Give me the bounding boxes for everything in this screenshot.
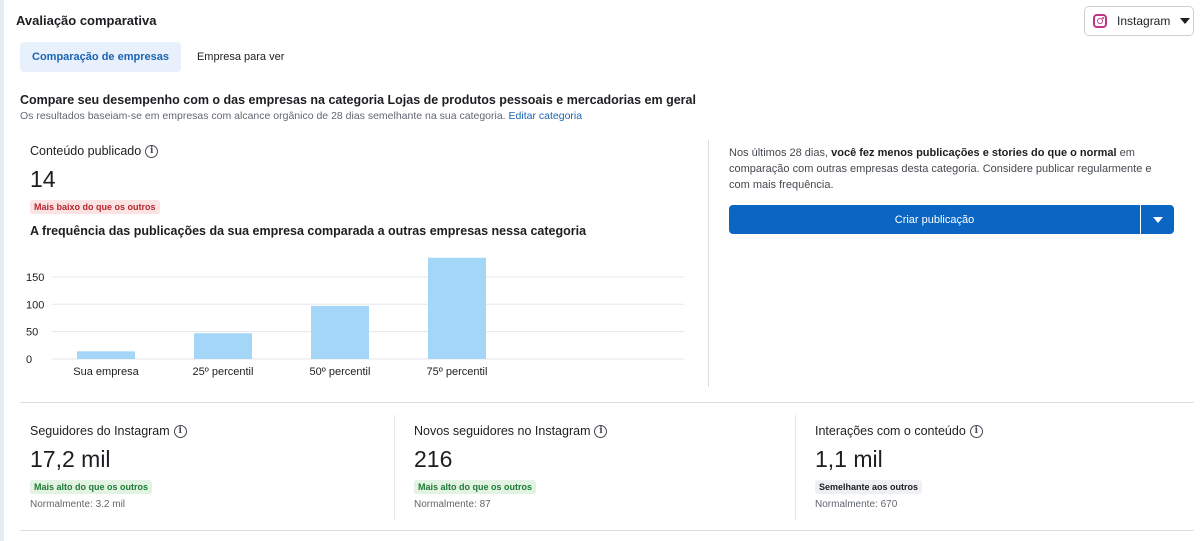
metric-value-new-followers: 216 bbox=[414, 446, 453, 472]
content-published-label-text: Conteúdo publicado bbox=[30, 144, 142, 158]
platform-dropdown-label: Instagram bbox=[1117, 14, 1171, 28]
bar[interactable] bbox=[194, 333, 252, 359]
create-post-button[interactable]: Criar publicação bbox=[729, 205, 1140, 234]
metric-badge-interactions: Semelhante aos outros bbox=[815, 480, 923, 494]
bar[interactable] bbox=[428, 257, 486, 359]
metric-normal-new-followers: Normalmente: 87 bbox=[414, 499, 491, 510]
section-divider bbox=[20, 402, 1194, 403]
comparison-heading: Compare seu desempenho com o das empresa… bbox=[20, 93, 696, 107]
metric-badge-followers: Mais alto do que os outros bbox=[30, 480, 153, 494]
platform-dropdown[interactable]: Instagram bbox=[1084, 6, 1194, 36]
page-header: Avaliação comparativa Instagram bbox=[16, 6, 1194, 36]
content-published-badge: Mais baixo do que os outros bbox=[30, 200, 160, 214]
y-tick-label: 50 bbox=[26, 327, 38, 339]
advice-bold: você fez menos publicações e stories do … bbox=[831, 147, 1117, 159]
info-icon[interactable]: i bbox=[145, 144, 159, 158]
tab-bar: Comparação de empresas Empresa para ver bbox=[20, 42, 300, 72]
info-icon[interactable]: i bbox=[969, 424, 983, 438]
metric-badge-new-followers: Mais alto do que os outros bbox=[414, 480, 537, 494]
tab-business-comparison[interactable]: Comparação de empresas bbox=[20, 42, 181, 72]
posting-frequency-chart: 0 50 100 150 Sua empresa 25º percentil 50º per… bbox=[26, 257, 684, 378]
left-edge-rule bbox=[0, 0, 4, 541]
metric-label-interactions-text: Interações com o conteúdo bbox=[815, 424, 966, 438]
comparison-subtitle: Os resultados baseiam-se em empresas com… bbox=[20, 110, 582, 122]
x-tick-label: Sua empresa bbox=[73, 366, 139, 378]
x-tick-label: 25º percentil bbox=[193, 366, 254, 378]
y-tick-label: 150 bbox=[26, 272, 44, 284]
metric-label-interactions: Interações com o conteúdo i bbox=[815, 424, 983, 438]
bottom-divider bbox=[20, 530, 1194, 531]
bar[interactable] bbox=[77, 351, 135, 359]
y-tick-label: 100 bbox=[26, 299, 44, 311]
chart-title: A frequência das publicações da sua empr… bbox=[30, 224, 587, 238]
content-published-value: 14 bbox=[30, 166, 56, 192]
metric-divider bbox=[394, 415, 395, 520]
instagram-icon bbox=[1093, 14, 1107, 28]
y-tick-label: 0 bbox=[26, 354, 32, 366]
metric-value-interactions: 1,1 mil bbox=[815, 446, 883, 472]
info-icon[interactable]: i bbox=[594, 424, 608, 438]
create-post-button-group: Criar publicação bbox=[729, 205, 1174, 234]
tab-business-to-watch[interactable]: Empresa para ver bbox=[196, 51, 285, 63]
metric-label-followers-text: Seguidores do Instagram bbox=[30, 424, 170, 438]
advice-suffix: em comparação com outras empresas desta … bbox=[729, 147, 1152, 191]
advice-text: Nos últimos 28 dias, você fez menos publ… bbox=[729, 145, 1169, 193]
bar[interactable] bbox=[311, 305, 369, 359]
comparison-subtitle-text: Os resultados baseiam-se em empresas com… bbox=[20, 110, 506, 122]
metric-value-followers: 17,2 mil bbox=[30, 446, 111, 472]
create-post-options-button[interactable] bbox=[1141, 205, 1174, 234]
vertical-divider bbox=[708, 140, 709, 387]
x-tick-label: 50º percentil bbox=[310, 366, 371, 378]
metric-label-new-followers: Novos seguidores no Instagram i bbox=[414, 424, 608, 438]
caret-down-icon bbox=[1180, 18, 1191, 24]
x-tick-label: 75º percentil bbox=[427, 366, 488, 378]
page-title: Avaliação comparativa bbox=[16, 13, 157, 28]
metric-label-new-followers-text: Novos seguidores no Instagram bbox=[414, 424, 591, 438]
info-icon[interactable]: i bbox=[173, 424, 187, 438]
metric-normal-interactions: Normalmente: 670 bbox=[815, 499, 898, 510]
edit-category-link[interactable]: Editar categoria bbox=[508, 110, 583, 122]
metric-divider bbox=[795, 415, 796, 520]
caret-down-icon bbox=[1152, 216, 1163, 223]
content-published-label: Conteúdo publicado i bbox=[30, 144, 159, 158]
metric-label-followers: Seguidores do Instagram i bbox=[30, 424, 187, 438]
advice-prefix: Nos últimos 28 dias, bbox=[729, 147, 832, 159]
metric-normal-followers: Normalmente: 3.2 mil bbox=[30, 499, 126, 510]
